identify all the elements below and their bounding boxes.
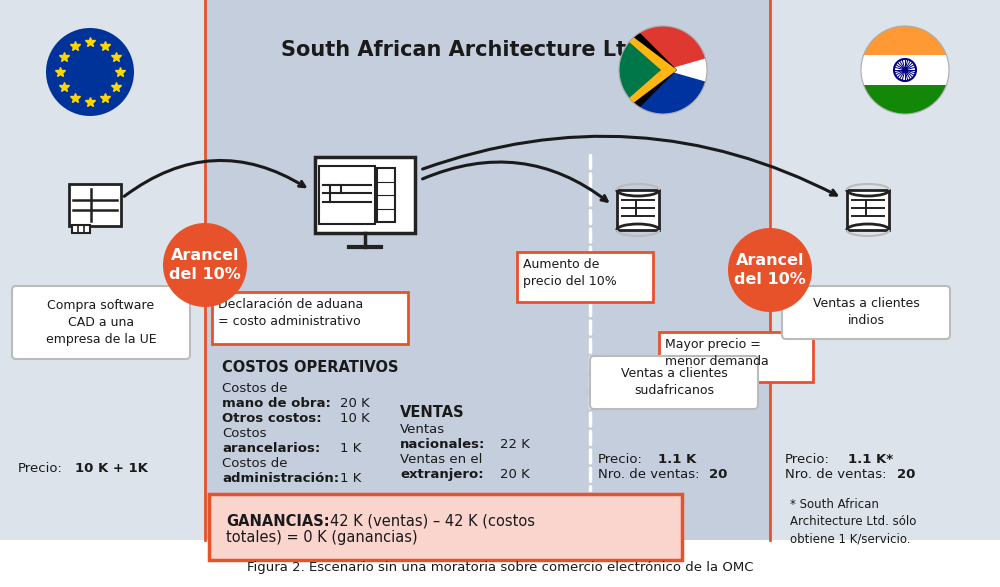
- Text: 10 K + 1K: 10 K + 1K: [75, 462, 148, 475]
- FancyBboxPatch shape: [861, 85, 949, 114]
- Circle shape: [728, 228, 812, 312]
- FancyBboxPatch shape: [377, 168, 395, 222]
- Text: arancelarios:: arancelarios:: [222, 442, 320, 455]
- Text: Compra software
CAD a una
empresa de la UE: Compra software CAD a una empresa de la …: [46, 299, 156, 346]
- FancyBboxPatch shape: [315, 157, 415, 233]
- Text: 20: 20: [897, 468, 915, 481]
- Circle shape: [46, 28, 134, 116]
- Circle shape: [902, 68, 908, 73]
- Text: 20: 20: [709, 468, 727, 481]
- Text: 1.1 K*: 1.1 K*: [848, 453, 893, 466]
- FancyBboxPatch shape: [72, 225, 90, 233]
- Text: 20 K: 20 K: [500, 468, 530, 481]
- Text: Arancel
del 10%: Arancel del 10%: [734, 253, 806, 287]
- Polygon shape: [619, 26, 707, 70]
- FancyBboxPatch shape: [861, 55, 949, 85]
- Text: Otros costos:: Otros costos:: [222, 412, 322, 425]
- Text: 20 K: 20 K: [340, 397, 370, 410]
- Text: 1 K: 1 K: [340, 442, 361, 455]
- Text: Precio:: Precio:: [785, 453, 830, 466]
- Text: Ventas a clientes
sudafricanos: Ventas a clientes sudafricanos: [621, 367, 727, 397]
- FancyBboxPatch shape: [617, 190, 659, 230]
- FancyBboxPatch shape: [319, 166, 375, 224]
- Text: Ventas: Ventas: [400, 423, 445, 436]
- Polygon shape: [619, 70, 707, 114]
- Text: totales) = 0 K (ganancias): totales) = 0 K (ganancias): [226, 530, 418, 545]
- FancyBboxPatch shape: [659, 332, 813, 382]
- Text: administración:: administración:: [222, 472, 339, 485]
- Text: Figura 2. Escenario sin una moratoria sobre comercio electrónico de la OMC: Figura 2. Escenario sin una moratoria so…: [247, 562, 753, 575]
- Text: Precio:: Precio:: [598, 453, 643, 466]
- Text: Aumento de
precio del 10%: Aumento de precio del 10%: [523, 258, 617, 288]
- FancyBboxPatch shape: [69, 184, 121, 226]
- FancyBboxPatch shape: [12, 286, 190, 359]
- FancyBboxPatch shape: [847, 190, 889, 230]
- Text: Costos de: Costos de: [222, 457, 288, 470]
- FancyBboxPatch shape: [0, 0, 205, 540]
- Polygon shape: [619, 26, 677, 114]
- Text: GANANCIAS:: GANANCIAS:: [226, 514, 330, 529]
- FancyBboxPatch shape: [782, 286, 950, 339]
- FancyBboxPatch shape: [0, 540, 1000, 587]
- Text: Costos de: Costos de: [222, 382, 288, 395]
- FancyBboxPatch shape: [770, 0, 1000, 540]
- Circle shape: [163, 223, 247, 307]
- Text: Declaración de aduana
= costo administrativo: Declaración de aduana = costo administra…: [218, 298, 363, 328]
- Text: nacionales:: nacionales:: [400, 438, 485, 451]
- Text: 1 K: 1 K: [340, 472, 361, 485]
- Circle shape: [861, 26, 949, 114]
- Polygon shape: [619, 26, 677, 114]
- Text: Nro. de ventas:: Nro. de ventas:: [598, 468, 700, 481]
- Text: 42 K (ventas) – 42 K (costos: 42 K (ventas) – 42 K (costos: [330, 514, 535, 529]
- Text: Costos: Costos: [222, 427, 266, 440]
- FancyBboxPatch shape: [590, 356, 758, 409]
- Text: Precio:: Precio:: [18, 462, 63, 475]
- Text: Arancel
del 10%: Arancel del 10%: [169, 248, 241, 282]
- Text: VENTAS: VENTAS: [400, 405, 465, 420]
- FancyBboxPatch shape: [212, 292, 408, 344]
- FancyBboxPatch shape: [861, 26, 949, 55]
- Text: South African Architecture Ltd.: South African Architecture Ltd.: [281, 40, 649, 60]
- Circle shape: [619, 26, 707, 114]
- Text: * South African
Architecture Ltd. sólo
obtiene 1 K/servicio.: * South African Architecture Ltd. sólo o…: [790, 498, 916, 545]
- Text: Ventas en el: Ventas en el: [400, 453, 482, 466]
- Text: Mayor precio =
menor demanda: Mayor precio = menor demanda: [665, 338, 769, 368]
- Text: COSTOS OPERATIVOS: COSTOS OPERATIVOS: [222, 360, 398, 375]
- Polygon shape: [619, 33, 677, 107]
- FancyBboxPatch shape: [517, 252, 653, 302]
- Text: 22 K: 22 K: [500, 438, 530, 451]
- FancyBboxPatch shape: [209, 494, 682, 560]
- Text: extranjero:: extranjero:: [400, 468, 484, 481]
- FancyBboxPatch shape: [205, 0, 770, 540]
- Text: 1.1 K: 1.1 K: [658, 453, 696, 466]
- Text: Nro. de ventas:: Nro. de ventas:: [785, 468, 887, 481]
- Text: 10 K: 10 K: [340, 412, 370, 425]
- Text: mano de obra:: mano de obra:: [222, 397, 331, 410]
- Text: Ventas a clientes
indios: Ventas a clientes indios: [813, 297, 919, 327]
